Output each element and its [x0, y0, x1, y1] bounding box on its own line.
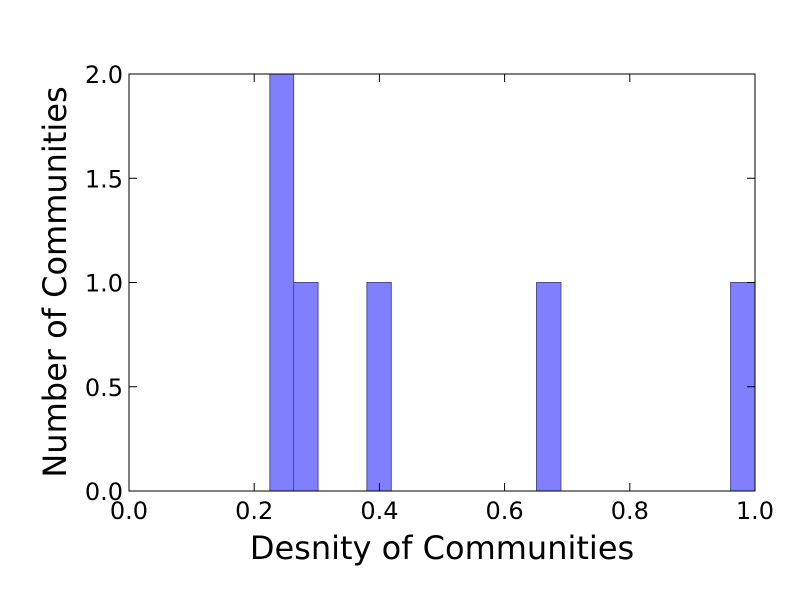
- y-tick-labels: 0.0 0.5 1.0 1.5 2.0: [85, 61, 123, 506]
- x-tick-label-5: 1.0: [736, 497, 774, 525]
- y-tick-label-0: 0.0: [85, 478, 123, 506]
- x-axis-label: Desnity of Communities: [250, 529, 634, 567]
- y-tick-label-2: 1.0: [85, 270, 123, 298]
- plot-frame: [128, 73, 756, 492]
- histogram-bar-0: [269, 73, 295, 492]
- x-tick-label-2: 0.4: [360, 497, 398, 525]
- y-tick-label-3: 1.5: [85, 165, 123, 193]
- histogram-bar-3: [536, 282, 562, 492]
- x-tick-label-4: 0.8: [611, 497, 649, 525]
- ticks-group: [128, 73, 756, 492]
- y-tick-label-1: 0.5: [85, 374, 123, 402]
- bars-group: [269, 73, 756, 492]
- y-tick-label-4: 2.0: [85, 61, 123, 89]
- histogram-bar-2: [366, 282, 392, 492]
- x-tick-label-0: 0.0: [110, 497, 148, 525]
- y-axis-label: Number of Communities: [36, 86, 74, 477]
- x-tick-label-1: 0.2: [235, 497, 273, 525]
- x-tick-labels: 0.0 0.2 0.4 0.6 0.8 1.0: [110, 497, 774, 525]
- histogram-bar-1: [293, 282, 319, 492]
- x-tick-label-3: 0.6: [486, 497, 524, 525]
